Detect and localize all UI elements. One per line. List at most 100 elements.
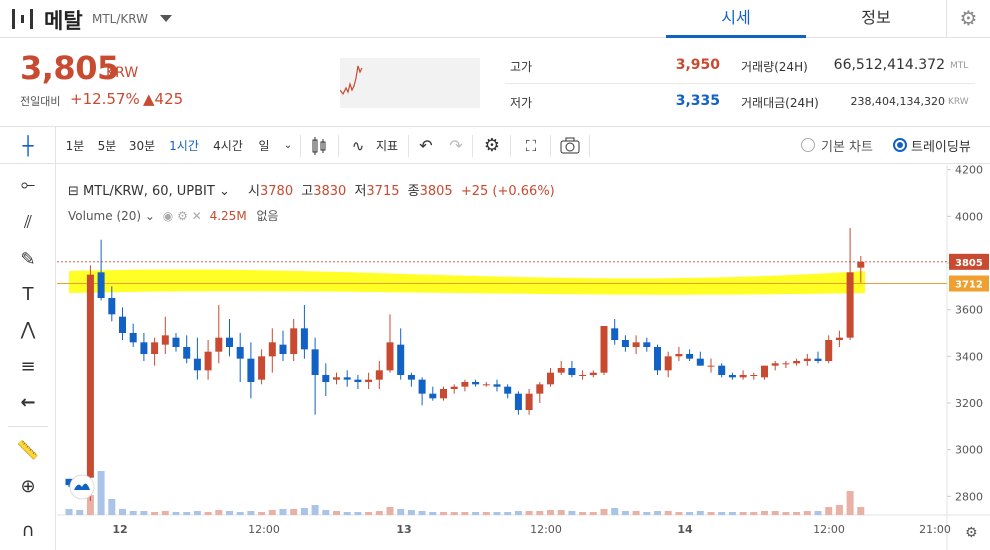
interval-day[interactable]: 일 <box>258 139 270 153</box>
interval-1m[interactable]: 1분 <box>65 139 85 153</box>
volume-bar <box>696 511 704 515</box>
back-arrow-icon[interactable]: ← <box>20 392 36 413</box>
x-tick-label: 12:00 <box>248 523 280 536</box>
indicator-icon[interactable]: ∿ <box>351 137 365 155</box>
volume-bar <box>846 491 854 515</box>
candle-body <box>739 375 747 378</box>
dropdown-icon[interactable] <box>160 15 172 22</box>
fib-icon[interactable]: ⫽ <box>23 212 33 233</box>
candle-body <box>397 344 405 375</box>
close-icon[interactable]: ✕ <box>191 209 202 223</box>
pattern-icon[interactable]: ⋀ <box>20 319 36 340</box>
brush-icon[interactable]: ✎ <box>20 249 36 270</box>
undo-icon[interactable]: ↶ <box>419 136 433 155</box>
candle-body <box>236 347 244 359</box>
volume-bar <box>568 511 576 515</box>
zoom-icon[interactable]: ⊕ <box>20 476 36 497</box>
coin-name[interactable]: 메탈 <box>44 9 83 33</box>
volume-bar <box>686 512 694 515</box>
candle-body <box>643 342 651 347</box>
volume-bar <box>825 507 833 515</box>
volume-bar <box>407 510 415 515</box>
candle-body <box>333 377 340 380</box>
volume-label[interactable]: Volume (20) <box>68 209 142 223</box>
candle-body <box>525 393 533 410</box>
volume-bar <box>279 509 287 515</box>
tradingview-radio[interactable] <box>893 138 907 152</box>
volume-bar <box>140 511 148 515</box>
interval-1h[interactable]: 1시간 <box>169 139 199 153</box>
interval-5m[interactable]: 5분 <box>97 139 117 153</box>
candle-body <box>151 342 159 354</box>
gear-icon[interactable]: ⚙ <box>946 0 990 38</box>
candle-body <box>119 316 126 333</box>
candle-body <box>493 384 501 387</box>
amount-24h-label: 거래대금(24H) <box>741 96 819 110</box>
coin-pair: MTL/KRW <box>92 12 148 26</box>
candle-body <box>183 347 191 359</box>
candle-body <box>675 354 683 357</box>
interval-30m[interactable]: 30분 <box>128 139 156 153</box>
change-amount: ▲425 <box>143 90 184 108</box>
x-tick-label: 12:00 <box>813 523 845 536</box>
trendline-icon[interactable]: ⟜ <box>20 174 36 195</box>
visibility-icon[interactable]: ◉ <box>162 209 174 223</box>
camera-icon[interactable] <box>555 127 585 165</box>
volume-bar <box>600 509 608 515</box>
candle-body <box>193 358 201 371</box>
x-tick-label: 21:00 <box>919 523 951 536</box>
volume-24h-value: 66,512,414.372 <box>833 57 945 73</box>
interval-4h[interactable]: 4시간 <box>213 139 243 153</box>
volume-bar <box>429 512 437 515</box>
candle-body <box>472 382 480 385</box>
ruler-icon[interactable]: 📏 <box>16 440 40 461</box>
candle-body <box>750 375 758 376</box>
collapse-icon[interactable]: ⊟ <box>68 184 79 199</box>
toolbar-divider <box>338 135 339 157</box>
basic-chart-label[interactable]: 기본 차트 <box>821 140 873 155</box>
volume-bar <box>97 471 105 515</box>
tradingview-label[interactable]: 트레이딩뷰 <box>911 140 971 155</box>
chevron-down-icon[interactable]: ⌄ <box>283 140 293 151</box>
chevron-down-icon[interactable]: ⌄ <box>218 184 230 199</box>
tab-info[interactable]: 정보 <box>861 8 891 27</box>
crosshair-icon[interactable]: ┼ <box>22 136 34 157</box>
candle-body <box>290 328 298 354</box>
measure-icon[interactable]: ≡ <box>20 356 36 377</box>
volume-bar <box>664 511 672 515</box>
y-tick-label: 4000 <box>955 210 983 223</box>
candle-body <box>418 379 426 394</box>
settings-icon[interactable]: ⚙ <box>483 135 501 156</box>
volume-bar <box>397 509 405 515</box>
text-icon[interactable]: T <box>22 284 34 305</box>
amount-24h-value: 238,404,134,320 <box>850 95 945 108</box>
legend-low-label: 저 <box>354 184 367 199</box>
candle-body <box>322 375 330 382</box>
settings-icon[interactable]: ⚙ <box>177 209 188 223</box>
candle-body <box>268 342 276 357</box>
tab-price[interactable]: 시세 <box>666 0 806 38</box>
price-unit: KRW <box>106 65 139 81</box>
candle-body <box>621 340 629 347</box>
magnet-icon[interactable]: ∩ <box>21 520 35 541</box>
x-tick-label: 14 <box>677 523 693 536</box>
candle-body <box>835 337 843 340</box>
chart-toolbar <box>0 126 990 164</box>
candle-type-icon[interactable] <box>304 127 334 165</box>
candle-body <box>97 272 105 298</box>
fullscreen-icon[interactable]: ⛶ <box>525 137 537 155</box>
chevron-down-icon[interactable]: ⌄ <box>144 209 155 223</box>
candlestick-chart[interactable]: 280030003200340036003800400042001212:001… <box>57 165 990 550</box>
y-tick-label: 4200 <box>955 165 983 177</box>
basic-chart-radio[interactable] <box>801 138 815 152</box>
low-value: 3,335 <box>675 93 720 109</box>
redo-icon[interactable]: ↷ <box>449 136 463 155</box>
current-price-tag-label: 3805 <box>955 258 983 269</box>
x-tick-label: 12 <box>112 523 127 536</box>
indicator-button[interactable]: 지표 <box>375 139 399 153</box>
prev-day-label: 전일대비 <box>20 95 61 108</box>
legend-symbol[interactable]: MTL/KRW, 60, UPBIT <box>83 184 215 199</box>
volume-bar <box>290 509 298 515</box>
legend-low: 3715 <box>366 184 400 199</box>
volume-bar <box>129 511 137 515</box>
